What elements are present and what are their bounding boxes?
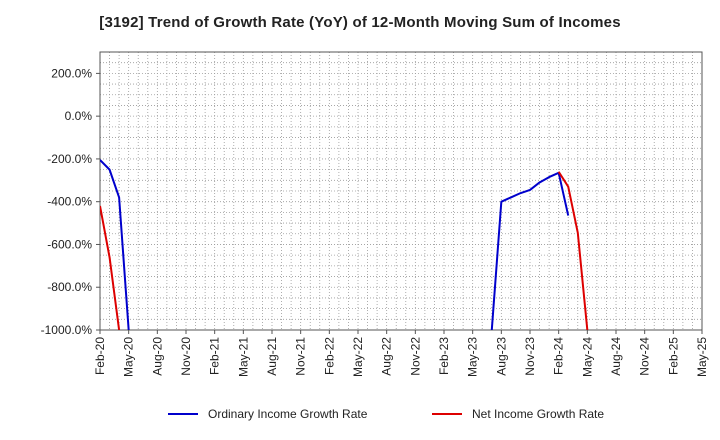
y-tick-label: -400.0% [47, 195, 92, 209]
plot-area [99, 51, 703, 331]
x-tick-label: Aug-22 [380, 337, 394, 376]
x-tick-label: Nov-21 [294, 337, 308, 376]
series-1-line-segment-0 [100, 205, 121, 330]
x-tick-label: Aug-23 [494, 337, 508, 376]
chart-title: [3192] Trend of Growth Rate (YoY) of 12-… [99, 14, 621, 31]
series-0-line-segment-0 [100, 159, 130, 330]
series-0-line-segment-1 [490, 171, 570, 330]
y-tick-label: 200.0% [51, 66, 92, 80]
x-tick-label: May-25 [695, 337, 709, 377]
y-tick-label: -1000.0% [41, 323, 93, 337]
y-tick-label: -800.0% [47, 280, 92, 294]
x-tick-label: Nov-20 [179, 337, 193, 376]
y-tick-label: -200.0% [47, 152, 92, 166]
x-tick-label: May-24 [580, 337, 594, 377]
x-tick-label: Feb-21 [208, 337, 222, 375]
x-tick-label: Nov-24 [638, 337, 652, 376]
x-tick-label: May-20 [122, 337, 136, 377]
x-tick-label: Feb-25 [666, 337, 680, 375]
x-tick-label: May-21 [236, 337, 250, 377]
legend-label-1: Net Income Growth Rate [472, 407, 604, 421]
x-tick-label: May-23 [466, 337, 480, 377]
x-tick-label: Nov-22 [408, 337, 422, 376]
x-tick-label: May-22 [351, 337, 365, 377]
y-tick-label: -600.0% [47, 237, 92, 251]
x-tick-label: Aug-20 [150, 337, 164, 376]
series-1-line-segment-1 [557, 171, 589, 330]
x-tick-label: Nov-23 [523, 337, 537, 376]
x-tick-label: Feb-22 [322, 337, 336, 375]
x-tick-label: Feb-23 [437, 337, 451, 375]
legend-label-0: Ordinary Income Growth Rate [208, 407, 368, 421]
x-tick-label: Feb-20 [93, 337, 107, 375]
x-tick-label: Aug-24 [609, 337, 623, 376]
x-tick-label: Feb-24 [552, 337, 566, 375]
y-tick-label: 0.0% [65, 109, 93, 123]
x-tick-label: Aug-21 [265, 337, 279, 376]
